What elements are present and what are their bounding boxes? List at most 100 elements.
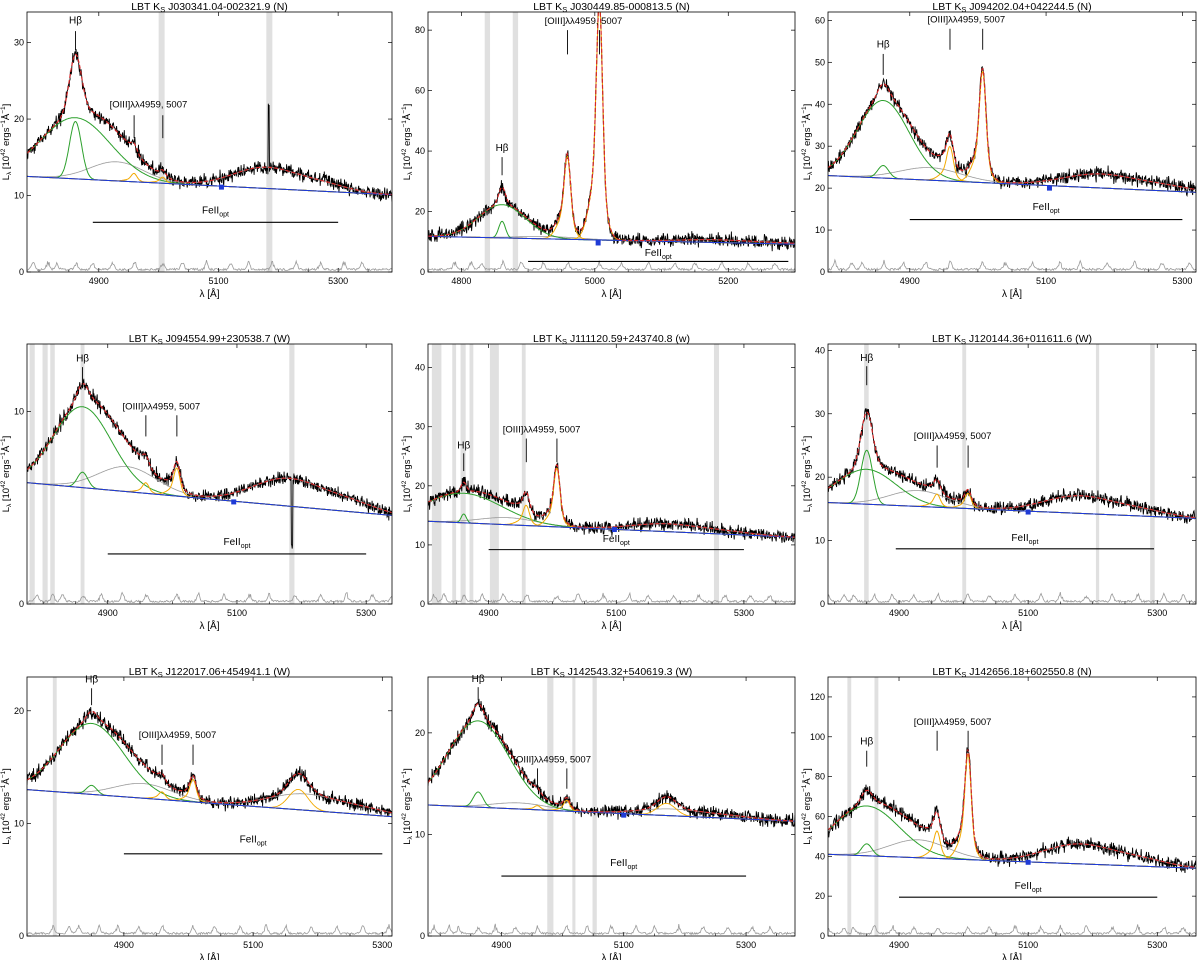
y-label-exp3: −1 (0, 438, 7, 446)
y-label-units2: Å (402, 445, 413, 452)
y-tick-label: 20 (815, 183, 825, 193)
oiii-label: [OIII]λλ4959, 5007 (914, 717, 992, 728)
masked-region (1095, 344, 1100, 604)
y-axis-label: Lλ [1042 ergs−1Å−1] (801, 768, 814, 845)
x-tick-label: 5300 (1172, 276, 1192, 286)
y-tick-label: 40 (815, 99, 825, 109)
panel-title: LBT KS J122017.06+454941.1 (W) (129, 666, 291, 679)
feii-label: FeIIopt (240, 835, 267, 848)
feii-label-sub: opt (627, 864, 637, 871)
x-tick-label: 4900 (479, 608, 499, 618)
y-tick-label: 30 (815, 141, 825, 151)
y-label-sub: λ (807, 171, 814, 175)
y-label-exp2: −1 (801, 784, 808, 792)
x-tick-label: 4900 (889, 608, 909, 618)
x-tick-label: 5100 (1018, 608, 1038, 618)
y-tick-label: 20 (415, 728, 425, 738)
y-label-units2: Å (1, 778, 12, 785)
panel-title: LBT KS J142656.18+602550.8 (N) (932, 666, 1091, 679)
y-tick-label: 0 (19, 267, 24, 277)
y-label-main: L (1, 507, 12, 512)
y-label-exp2: −1 (401, 784, 408, 792)
masked-region (158, 12, 165, 272)
x-tick-label: 5100 (606, 608, 626, 618)
feii-label-sub: opt (1032, 887, 1042, 894)
y-label-units2: Å (402, 113, 413, 120)
residual-line (428, 259, 795, 272)
continuum-window-marker (595, 240, 601, 246)
y-label-close: ] (1, 768, 12, 771)
x-tick-label: 5300 (1147, 940, 1167, 950)
plot-area (27, 344, 392, 604)
y-label-rest: [10 (402, 156, 413, 172)
y-tick-label: 0 (420, 599, 425, 609)
y-label-sub: λ (407, 503, 414, 507)
x-tick-label: 4900 (114, 940, 134, 950)
residual-line (27, 591, 392, 604)
masked-region (512, 12, 519, 272)
y-label-exp: 42 (801, 480, 808, 488)
y-label-exp: 42 (401, 480, 408, 488)
y-label-exp: 42 (0, 480, 7, 488)
y-tick-label: 50 (815, 57, 825, 67)
panel-frame (427, 343, 796, 605)
y-tick-label: 40 (415, 363, 425, 373)
spectrum-panel-7: Hβ [OIII]λλ4959, 5007 FeIIopt 4900 5100 5300 0… (0, 666, 393, 960)
panel-title-name: J142656.18+602550.8 (N) (966, 666, 1091, 678)
masked-region (289, 344, 295, 604)
panel-frame (26, 11, 393, 273)
y-label-exp3: −1 (401, 438, 408, 446)
feii-label: FeIIopt (1033, 202, 1060, 215)
hbeta-label: Hβ (69, 15, 82, 26)
feii-label: FeIIopt (645, 248, 672, 261)
feii-label-main: FeII (645, 248, 662, 259)
x-axis-label: λ [Å] (601, 287, 621, 300)
y-label-exp3: −1 (401, 770, 408, 778)
panel-title-name: J122017.06+454941.1 (W) (163, 666, 291, 678)
y-label-exp2: −1 (401, 120, 408, 128)
y-tick-label: 100 (810, 732, 825, 742)
y-label-sub: λ (6, 503, 13, 507)
y-label-main: L (402, 840, 413, 845)
feii-label-main: FeII (202, 206, 219, 217)
x-axis-label: λ [Å] (199, 951, 219, 960)
continuum-window-marker (1046, 185, 1052, 191)
x-tick-label: 4900 (889, 940, 909, 950)
observed-spectrum-line (828, 408, 1196, 524)
x-tick-label: 5100 (1036, 276, 1056, 286)
y-axis-label: Lλ [1042 ergs−1Å−1] (801, 104, 814, 181)
hbeta-label: Hβ (877, 40, 890, 51)
feii-label-main: FeII (603, 534, 620, 545)
y-label-exp: 42 (0, 148, 7, 156)
oiii-label: [OIII]λλ4959, 5007 (545, 16, 623, 27)
panel-title-name: J030341.04-002321.9 (N) (165, 1, 288, 13)
y-tick-label: 0 (420, 267, 425, 277)
feii-label-sub: opt (257, 841, 267, 848)
hbeta-label: Hβ (76, 353, 89, 364)
y-label-exp2: −1 (0, 452, 7, 460)
oiii-label: [OIII]λλ4959, 5007 (123, 401, 201, 412)
feii-label-main: FeII (223, 537, 240, 548)
y-tick-label: 120 (810, 692, 825, 702)
panel-title-sub: S (158, 670, 163, 679)
panel-title-sub: S (562, 337, 567, 346)
y-label-close: ] (1, 436, 12, 439)
x-tick-label: 5300 (328, 276, 348, 286)
y-label-units2: Å (802, 113, 813, 120)
observed-spectrum-line (27, 378, 392, 549)
y-label-close: ] (402, 436, 413, 439)
y-label-units: ergs (402, 459, 413, 480)
y-label-main: L (402, 507, 413, 512)
y-tick-label: 0 (19, 599, 24, 609)
y-label-rest: [10 (402, 820, 413, 836)
y-label-main: L (802, 175, 813, 180)
feii-label-main: FeII (1015, 881, 1032, 892)
x-axis-label: λ [Å] (1002, 287, 1022, 300)
y-label-close: ] (802, 768, 813, 771)
y-label-main: L (802, 840, 813, 845)
y-tick-label: 30 (14, 38, 24, 48)
y-label-rest: [10 (1, 488, 12, 504)
feii-label: FeIIopt (1015, 881, 1042, 894)
continuum-line (27, 789, 392, 818)
y-label-exp: 42 (0, 813, 7, 821)
